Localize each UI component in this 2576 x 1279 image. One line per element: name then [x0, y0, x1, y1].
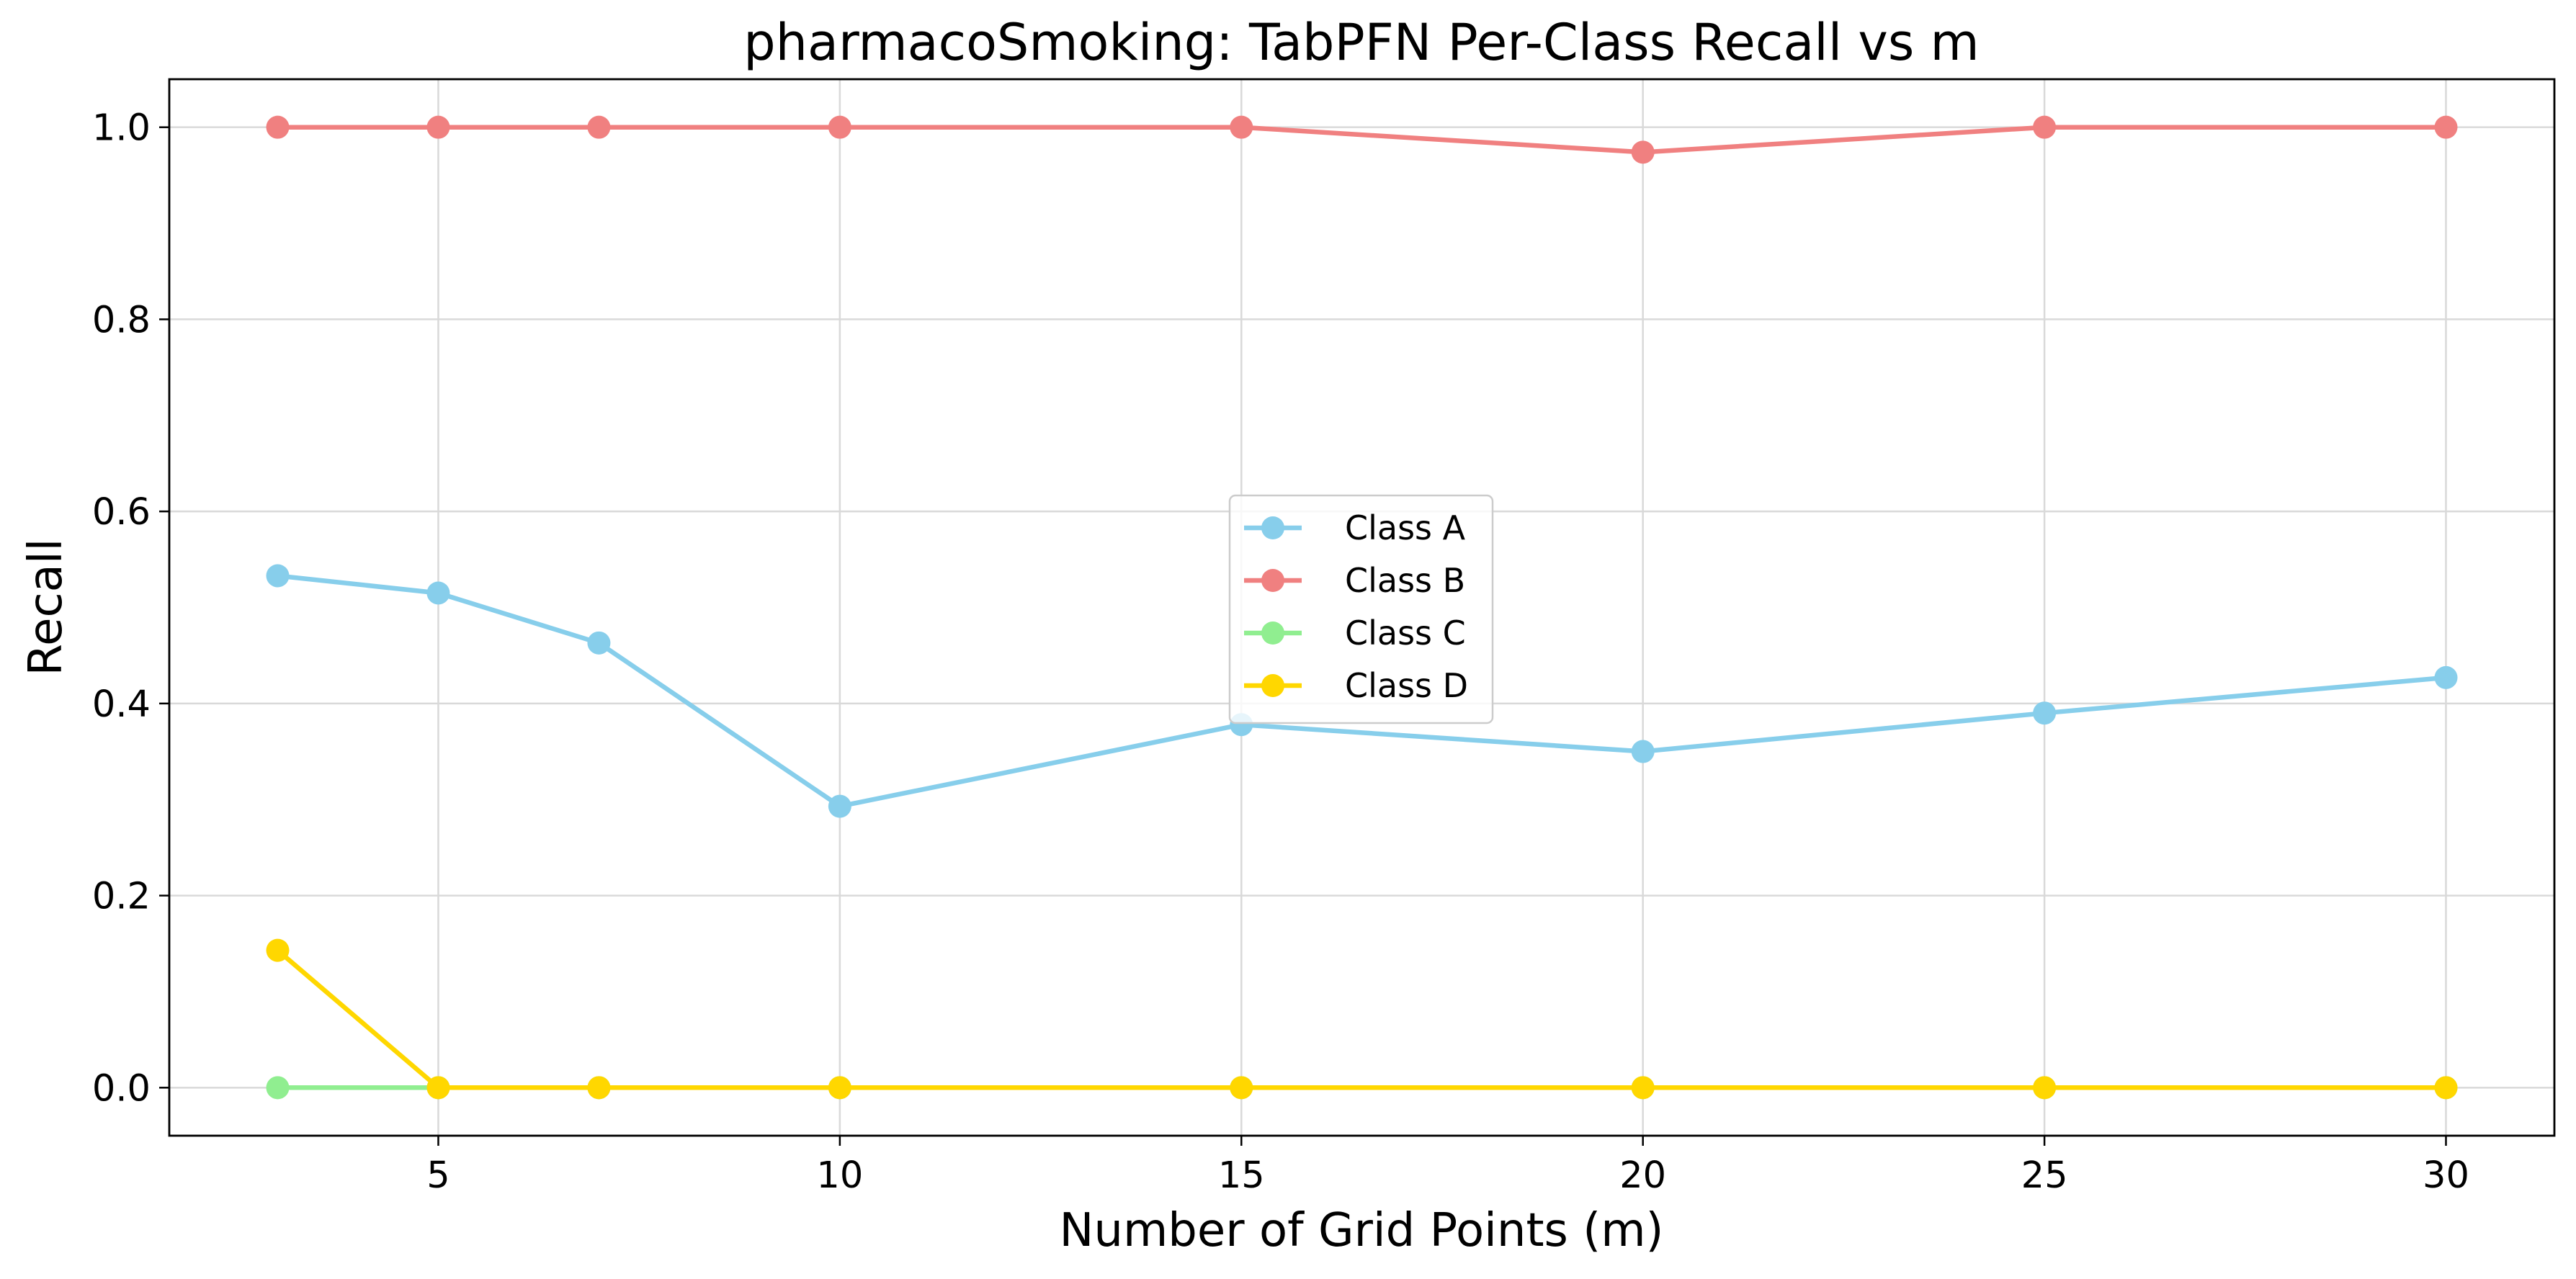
- class-b-point: [426, 115, 450, 139]
- class-b-point: [587, 115, 611, 139]
- x-tick-label: 10: [816, 1154, 863, 1197]
- legend-item-class-a: Class A: [1244, 508, 1466, 547]
- y-tick-label: 0.0: [92, 1067, 151, 1110]
- legend-label-class-c: Class C: [1345, 614, 1466, 652]
- y-tick-label: 1.0: [92, 107, 151, 150]
- y-tick-label: 0.6: [92, 491, 151, 534]
- class-b-point: [1631, 140, 1655, 164]
- legend-marker-class-d: [1261, 674, 1284, 697]
- class-a-point: [266, 564, 290, 588]
- class-b-point: [1230, 115, 1253, 139]
- class-b-point: [2434, 115, 2458, 139]
- y-axis-label: Recall: [19, 539, 73, 676]
- class-a-point: [2033, 701, 2057, 725]
- class-a-point: [426, 581, 450, 605]
- legend-label-class-b: Class B: [1345, 561, 1465, 600]
- legend-label-class-d: Class D: [1345, 666, 1468, 705]
- legend-marker-class-b: [1261, 569, 1284, 592]
- legend-item-class-c: Class C: [1244, 614, 1466, 652]
- class-b-series: [266, 115, 2458, 164]
- legend: Class A Class B Class C Class D: [1228, 494, 1494, 724]
- x-tick-label: 15: [1218, 1154, 1265, 1197]
- x-tick-label: 20: [1619, 1154, 1666, 1197]
- legend-item-class-d: Class D: [1244, 666, 1468, 705]
- class-d-point: [2033, 1076, 2057, 1100]
- class-b-point: [266, 115, 290, 139]
- y-tick-label: 0.2: [92, 876, 151, 918]
- legend-box: [1228, 494, 1494, 724]
- plot-frame: [168, 78, 2556, 1137]
- class-c-point: [266, 1076, 290, 1100]
- class-d-point: [426, 1076, 450, 1100]
- class-d-point: [828, 1076, 851, 1100]
- class-d-series: [266, 938, 2458, 1100]
- chart-title: pharmacoSmoking: TabPFN Per-Class Recall…: [743, 13, 1979, 72]
- x-tick-label: 30: [2423, 1154, 2469, 1197]
- class-d-point: [587, 1076, 611, 1100]
- class-a-line: [277, 573, 2446, 809]
- x-tick-label: 5: [426, 1154, 450, 1197]
- class-d-point: [2434, 1076, 2458, 1100]
- class-b-line: [277, 125, 2446, 155]
- class-a-point: [587, 631, 611, 655]
- class-d-line: [276, 948, 2446, 1090]
- axis-ticks: 5 10 15 20 25 30 0.0 0.2 0.4 0.6 0.8 1.0: [92, 107, 2469, 1197]
- legend-marker-class-a: [1261, 516, 1284, 539]
- x-tick-label: 25: [2021, 1154, 2068, 1197]
- class-d-point: [266, 938, 290, 962]
- x-axis-label: Number of Grid Points (m): [1060, 1204, 1664, 1257]
- class-a-point: [1631, 740, 1655, 763]
- class-a-point: [828, 794, 851, 818]
- series-lines: [266, 115, 2458, 1100]
- legend-marker-class-c: [1261, 621, 1284, 645]
- class-a-point: [2434, 665, 2458, 689]
- class-a-series: [266, 564, 2458, 818]
- class-b-point: [2033, 115, 2057, 139]
- class-d-point: [1631, 1076, 1655, 1100]
- class-b-point: [828, 115, 851, 139]
- legend-label-class-a: Class A: [1345, 508, 1466, 547]
- legend-item-class-b: Class B: [1244, 561, 1465, 600]
- y-tick-label: 0.4: [92, 683, 151, 726]
- class-d-point: [1230, 1076, 1253, 1100]
- y-tick-label: 0.8: [92, 299, 151, 341]
